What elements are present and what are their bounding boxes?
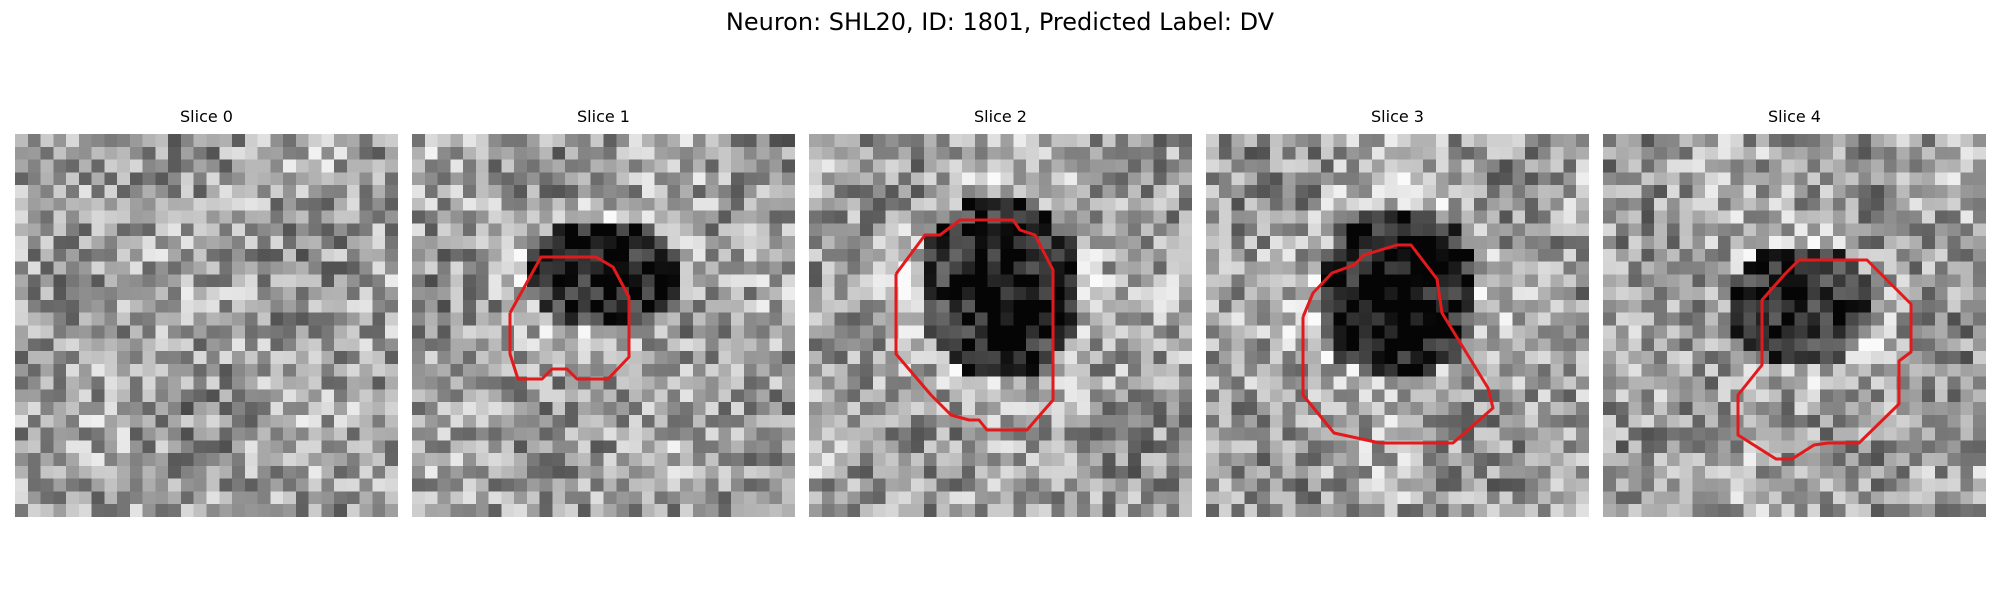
slice-image [809,134,1192,517]
slice-title: Slice 4 [1768,107,1821,126]
roi-contour-line [508,255,631,381]
figure-title: Neuron: SHL20, ID: 1801, Predicted Label… [725,8,1275,36]
slice-image [1603,134,1986,517]
roi-contour-line [1301,243,1495,445]
roi-contour [1301,243,1495,445]
slice-image [412,134,795,517]
roi-contour-line [894,218,1055,432]
slice-pixels [809,134,1192,517]
roi-contour [1736,258,1913,461]
slice-image [15,134,398,517]
slice-title: Slice 3 [1371,107,1424,126]
slice-pixels [412,134,795,517]
roi-contour-line [1736,258,1913,461]
roi-contour [508,255,631,381]
slice-title: Slice 0 [180,107,233,126]
slice-image [1206,134,1589,517]
slice-title: Slice 1 [577,107,630,126]
slice-pixels [1603,134,1986,517]
slice-title: Slice 2 [974,107,1027,126]
slice-pixels [1206,134,1589,517]
roi-contour [894,218,1055,432]
slice-pixels [15,134,398,517]
